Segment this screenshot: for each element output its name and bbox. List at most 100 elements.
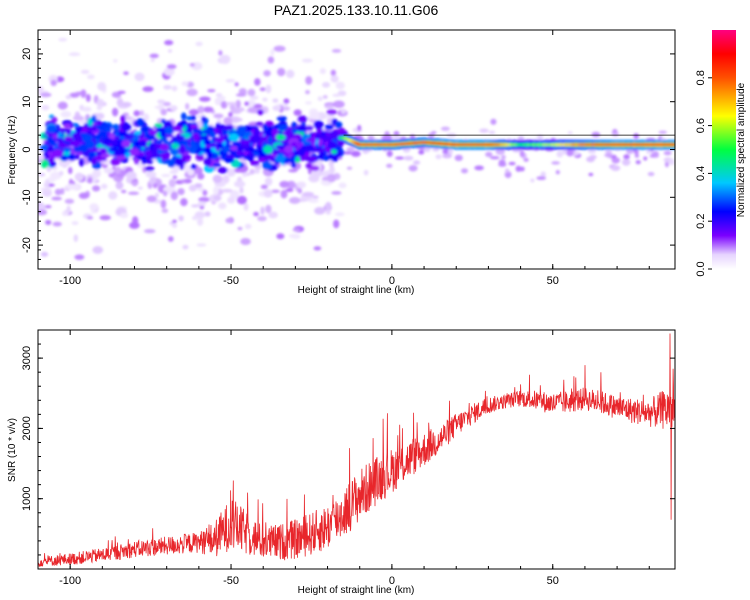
spectrogram-blob [172, 125, 183, 132]
spectrogram-blob [310, 165, 320, 171]
spectrogram-speckle [488, 130, 496, 134]
colorbar-tick-label: 0.8 [695, 70, 707, 85]
spectrogram-speckle [172, 175, 178, 180]
spectrogram-speckle [166, 187, 177, 192]
snr-x-axis: -100 -50 0 50 [37, 330, 650, 587]
spectrogram-speckle [116, 98, 124, 107]
spectrogram-blob [138, 140, 147, 148]
snr-y-axis: 1000 2000 3000 [21, 329, 675, 556]
spectrogram-blob [148, 142, 156, 151]
spectrogram-blob [205, 147, 212, 154]
spectrogram-speckle [647, 172, 655, 177]
spectrogram-speckle [113, 59, 118, 63]
spectrogram-blob [325, 147, 331, 152]
spectrogram-speckle [540, 171, 546, 178]
spectrogram-speckle [435, 154, 442, 160]
spectrogram-speckle [588, 149, 597, 154]
spectrogram-speckle [64, 198, 75, 204]
spectrogram-blob [109, 158, 121, 166]
spectrogram-speckle [259, 87, 266, 92]
spectrogram-speckle [96, 105, 103, 111]
spectrogram-speckle [189, 62, 195, 67]
spectrogram-speckle [74, 254, 85, 260]
spectrogram-speckle [394, 156, 405, 160]
y-tick-label: -20 [21, 237, 33, 253]
spectrogram-blob [154, 139, 163, 144]
spectrogram-blob [160, 118, 166, 124]
spectrogram-blob [203, 157, 212, 167]
snr-panel: -100 -50 0 50 1000 2000 3000 Height of straig… [7, 329, 676, 596]
spectrogram-speckle [59, 170, 64, 176]
spectrogram-speckle [169, 105, 178, 111]
spectrogram-speckle [157, 99, 166, 104]
spectrogram-blob [275, 144, 285, 150]
spectrogram-speckle [234, 82, 239, 87]
spectrogram-speckle [611, 132, 619, 137]
spectrogram-blob [239, 139, 251, 145]
spectrogram-blob [164, 126, 174, 135]
spectrogram-speckle [238, 107, 245, 112]
spectrogram-speckle [610, 165, 621, 172]
spectrogram-blob [294, 156, 301, 164]
spectrogram-speckle [213, 195, 222, 201]
spectrogram-speckle [229, 190, 240, 199]
spectrogram-blob [217, 129, 223, 136]
spectrogram-blob [121, 122, 132, 132]
spectrogram-speckle [289, 196, 301, 204]
spectrogram-speckle [495, 148, 505, 155]
snr-line-path [38, 333, 675, 568]
spectrogram-blob [124, 151, 131, 158]
spectrogram-speckle [92, 185, 101, 192]
y-tick-label: 20 [21, 48, 33, 60]
spectrogram-speckle [117, 90, 126, 94]
spectrogram-speckle [150, 58, 155, 62]
spectrogram-blob [63, 123, 72, 129]
spectrogram-speckle [154, 192, 160, 198]
spectrogram-blob [295, 141, 304, 148]
spectrogram-blob [296, 125, 307, 132]
spectrogram-speckle [149, 53, 159, 59]
spectrogram-speckle [130, 181, 139, 186]
spectrogram-speckle [391, 135, 401, 140]
spectrogram-speckle [277, 67, 286, 77]
colorbar-tick-label: 0.0 [695, 261, 707, 276]
spectrogram-speckle [111, 107, 119, 117]
spectrogram-blob [171, 149, 178, 156]
spectrogram-speckle [635, 160, 641, 165]
spectrogram-blob [262, 123, 269, 132]
spectrogram-blob [246, 125, 253, 131]
spectrogram-blob [249, 160, 260, 166]
spectrogram-blob [163, 159, 175, 164]
spectrogram-speckle [195, 41, 203, 47]
spectrogram-speckle [236, 195, 247, 205]
spectrogram-speckle [272, 98, 279, 103]
y-tick-label: 10 [21, 96, 33, 108]
spectrogram-speckle [134, 72, 145, 82]
spectrogram-speckle [103, 167, 115, 174]
spectrogram-blob [285, 130, 294, 137]
spectrogram-blob [100, 153, 110, 158]
spectrogram-speckle [312, 195, 319, 199]
spectrogram-blob [257, 109, 264, 116]
spectrogram-blob [178, 145, 187, 154]
spectrogram-speckle [296, 181, 307, 189]
spectrogram-speckle [196, 243, 207, 247]
spectrogram-speckle [249, 95, 259, 100]
spectrogram-speckle [199, 96, 211, 102]
spectrogram-ridge-core [671, 143, 675, 147]
spectrogram-blob [334, 121, 343, 129]
spectrogram-speckle [663, 151, 672, 156]
spectrogram-blob [261, 161, 272, 170]
spectrogram-speckle [498, 159, 506, 165]
spectrogram-blob [171, 142, 180, 150]
spectrogram-speckle [325, 209, 331, 215]
spectrogram-blob [154, 122, 163, 128]
spectrogram-speckle [191, 215, 198, 221]
spectrogram-speckle [265, 84, 272, 94]
spectrogram-blob [47, 158, 55, 164]
spectrogram-blob [160, 129, 166, 139]
spectrogram-speckle [515, 165, 522, 172]
spectrogram-blob [49, 141, 58, 146]
spectrogram-blob [146, 134, 156, 141]
spectrogram-speckle [146, 195, 157, 203]
